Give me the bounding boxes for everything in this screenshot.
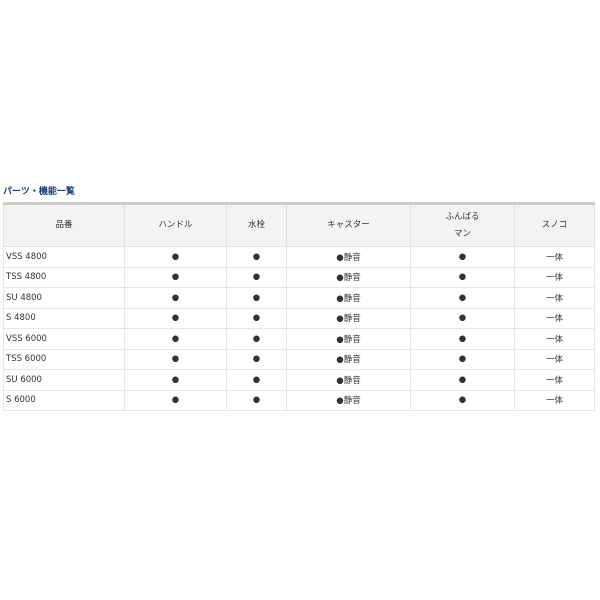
table-row: VSS 6000 ● ● ●静音 ● 一体 xyxy=(3,328,595,350)
column-header: ふんばる マン xyxy=(410,203,515,247)
column-header: キャスター xyxy=(286,203,411,247)
feature-cell: 一体 xyxy=(514,328,595,350)
feature-cell: 一体 xyxy=(514,266,595,288)
column-header: 品番 xyxy=(3,203,125,247)
model-cell: S 4800 xyxy=(3,307,125,329)
feature-cell: 一体 xyxy=(514,287,595,309)
feature-cell: ● xyxy=(226,307,287,329)
feature-cell: ● xyxy=(410,369,515,391)
feature-cell: ● xyxy=(226,369,287,391)
table-row: S 6000 ● ● ●静音 ● 一体 xyxy=(3,389,595,411)
table-row: TSS 6000 ● ● ●静音 ● 一体 xyxy=(3,348,595,370)
feature-cell: ● xyxy=(124,246,227,268)
feature-cell: ● xyxy=(226,287,287,309)
model-cell: SU 4800 xyxy=(3,287,125,309)
feature-cell: ●静音 xyxy=(286,287,411,309)
feature-cell: ● xyxy=(124,307,227,329)
feature-cell: ● xyxy=(226,348,287,370)
feature-cell: ● xyxy=(410,307,515,329)
feature-cell: ●静音 xyxy=(286,389,411,411)
feature-cell: ● xyxy=(124,328,227,350)
feature-cell: ● xyxy=(124,348,227,370)
feature-cell: 一体 xyxy=(514,307,595,329)
table-row: VSS 4800 ● ● ●静音 ● 一体 xyxy=(3,246,595,268)
feature-cell: ● xyxy=(410,246,515,268)
table-row: SU 4800 ● ● ●静音 ● 一体 xyxy=(3,287,595,309)
feature-cell: ● xyxy=(410,348,515,370)
parts-features-table: 品番 ハンドル 水栓 キャスター ふんばる マン スノコ VSS 4800 ● ● ●静音 ● 一体… xyxy=(3,202,595,411)
feature-cell: ● xyxy=(226,266,287,288)
feature-cell: ●静音 xyxy=(286,369,411,391)
feature-cell: 一体 xyxy=(514,348,595,370)
feature-cell: ● xyxy=(124,266,227,288)
feature-cell: 一体 xyxy=(514,369,595,391)
feature-cell: ● xyxy=(226,246,287,268)
feature-cell: ● xyxy=(226,328,287,350)
feature-cell: 一体 xyxy=(514,389,595,411)
feature-cell: ● xyxy=(124,287,227,309)
feature-cell: ●静音 xyxy=(286,307,411,329)
model-cell: VSS 6000 xyxy=(3,328,125,350)
column-header: 水栓 xyxy=(226,203,287,247)
feature-cell: ● xyxy=(410,328,515,350)
feature-cell: ●静音 xyxy=(286,266,411,288)
column-header: ハンドル xyxy=(124,203,227,247)
feature-cell: ● xyxy=(410,266,515,288)
model-cell: VSS 4800 xyxy=(3,246,125,268)
table-row: TSS 4800 ● ● ●静音 ● 一体 xyxy=(3,266,595,288)
model-cell: SU 6000 xyxy=(3,369,125,391)
table-row: S 4800 ● ● ●静音 ● 一体 xyxy=(3,307,595,329)
model-cell: TSS 6000 xyxy=(3,348,125,370)
feature-cell: 一体 xyxy=(514,246,595,268)
section-title: パーツ・機能一覧 xyxy=(3,187,75,197)
feature-cell: ● xyxy=(410,389,515,411)
feature-cell: ● xyxy=(124,389,227,411)
feature-cell: ● xyxy=(124,369,227,391)
column-header: スノコ xyxy=(514,203,595,247)
feature-cell: ●静音 xyxy=(286,246,411,268)
feature-cell: ●静音 xyxy=(286,328,411,350)
feature-cell: ● xyxy=(410,287,515,309)
model-cell: S 6000 xyxy=(3,389,125,411)
feature-cell: ●静音 xyxy=(286,348,411,370)
header-row: 品番 ハンドル 水栓 キャスター ふんばる マン スノコ xyxy=(3,203,595,247)
model-cell: TSS 4800 xyxy=(3,266,125,288)
table-row: SU 6000 ● ● ●静音 ● 一体 xyxy=(3,369,595,391)
feature-cell: ● xyxy=(226,389,287,411)
